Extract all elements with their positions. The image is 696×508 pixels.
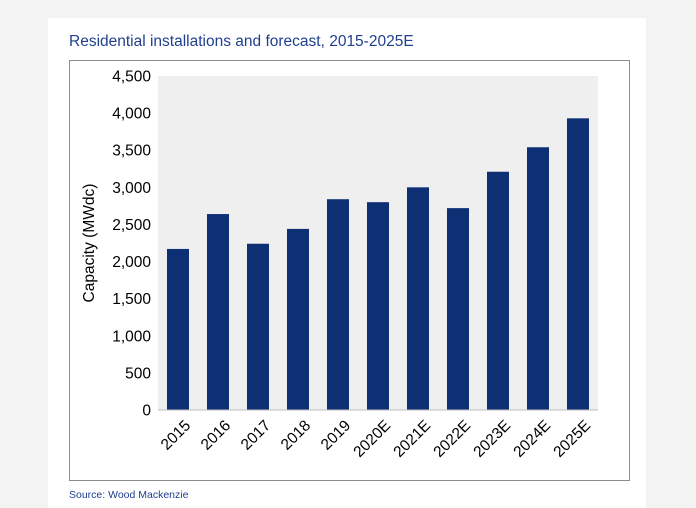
y-tick-label: 1,500 <box>112 291 151 308</box>
x-axis-ticks: 2015 2016 2017 2018 20192020E2021E2022E2023E… <box>158 417 594 461</box>
bar-2024E <box>527 147 549 410</box>
x-tick-label: 2016 <box>198 417 234 453</box>
y-tick-label: 1,000 <box>112 328 151 345</box>
y-tick-label: 3,000 <box>112 180 151 197</box>
y-tick-label: 2,500 <box>112 217 151 234</box>
x-tick-label: 2024E <box>510 417 554 461</box>
x-tick-label: 2023E <box>470 417 514 461</box>
chart-frame <box>69 60 630 481</box>
y-tick-label: 500 <box>125 365 151 382</box>
x-tick-label: 2021E <box>390 417 434 461</box>
bar-2025E <box>567 118 589 410</box>
chart-title: Residential installations and forecast, … <box>69 33 414 50</box>
y-tick-label: 2,000 <box>112 254 151 271</box>
bar-2019 <box>327 199 349 410</box>
source-note: Source: Wood Mackenzie <box>69 489 189 501</box>
bar-2018 <box>287 228 309 410</box>
y-tick-label: 0 <box>142 403 151 420</box>
x-tick-label: 2017 <box>238 417 274 453</box>
bar-2022E <box>447 208 469 410</box>
bar-2016 <box>207 214 229 410</box>
x-tick-label: 2019 <box>318 417 354 453</box>
y-tick-label: 3,500 <box>112 143 151 160</box>
y-tick-label: 4,500 <box>112 69 151 86</box>
bar-2020E <box>367 202 389 410</box>
x-tick-label: 2018 <box>278 417 314 453</box>
bar-2023E <box>487 171 509 410</box>
bars <box>167 118 589 410</box>
bar-2015 <box>167 248 189 410</box>
x-tick-label: 2015 <box>158 417 194 453</box>
x-tick-label: 2020E <box>350 417 394 461</box>
bar-2021E <box>407 187 429 410</box>
x-tick-label: 2025E <box>550 417 594 461</box>
y-tick-label: 4,000 <box>112 106 151 123</box>
bar-2017 <box>247 243 269 410</box>
x-tick-label: 2022E <box>430 417 474 461</box>
y-axis-ticks: 0 500 1,000 1,500 2,000 2,500 3,000 3,500 4,000 4… <box>112 69 151 420</box>
y-axis-label: Capacity (MWdc) <box>81 184 98 303</box>
